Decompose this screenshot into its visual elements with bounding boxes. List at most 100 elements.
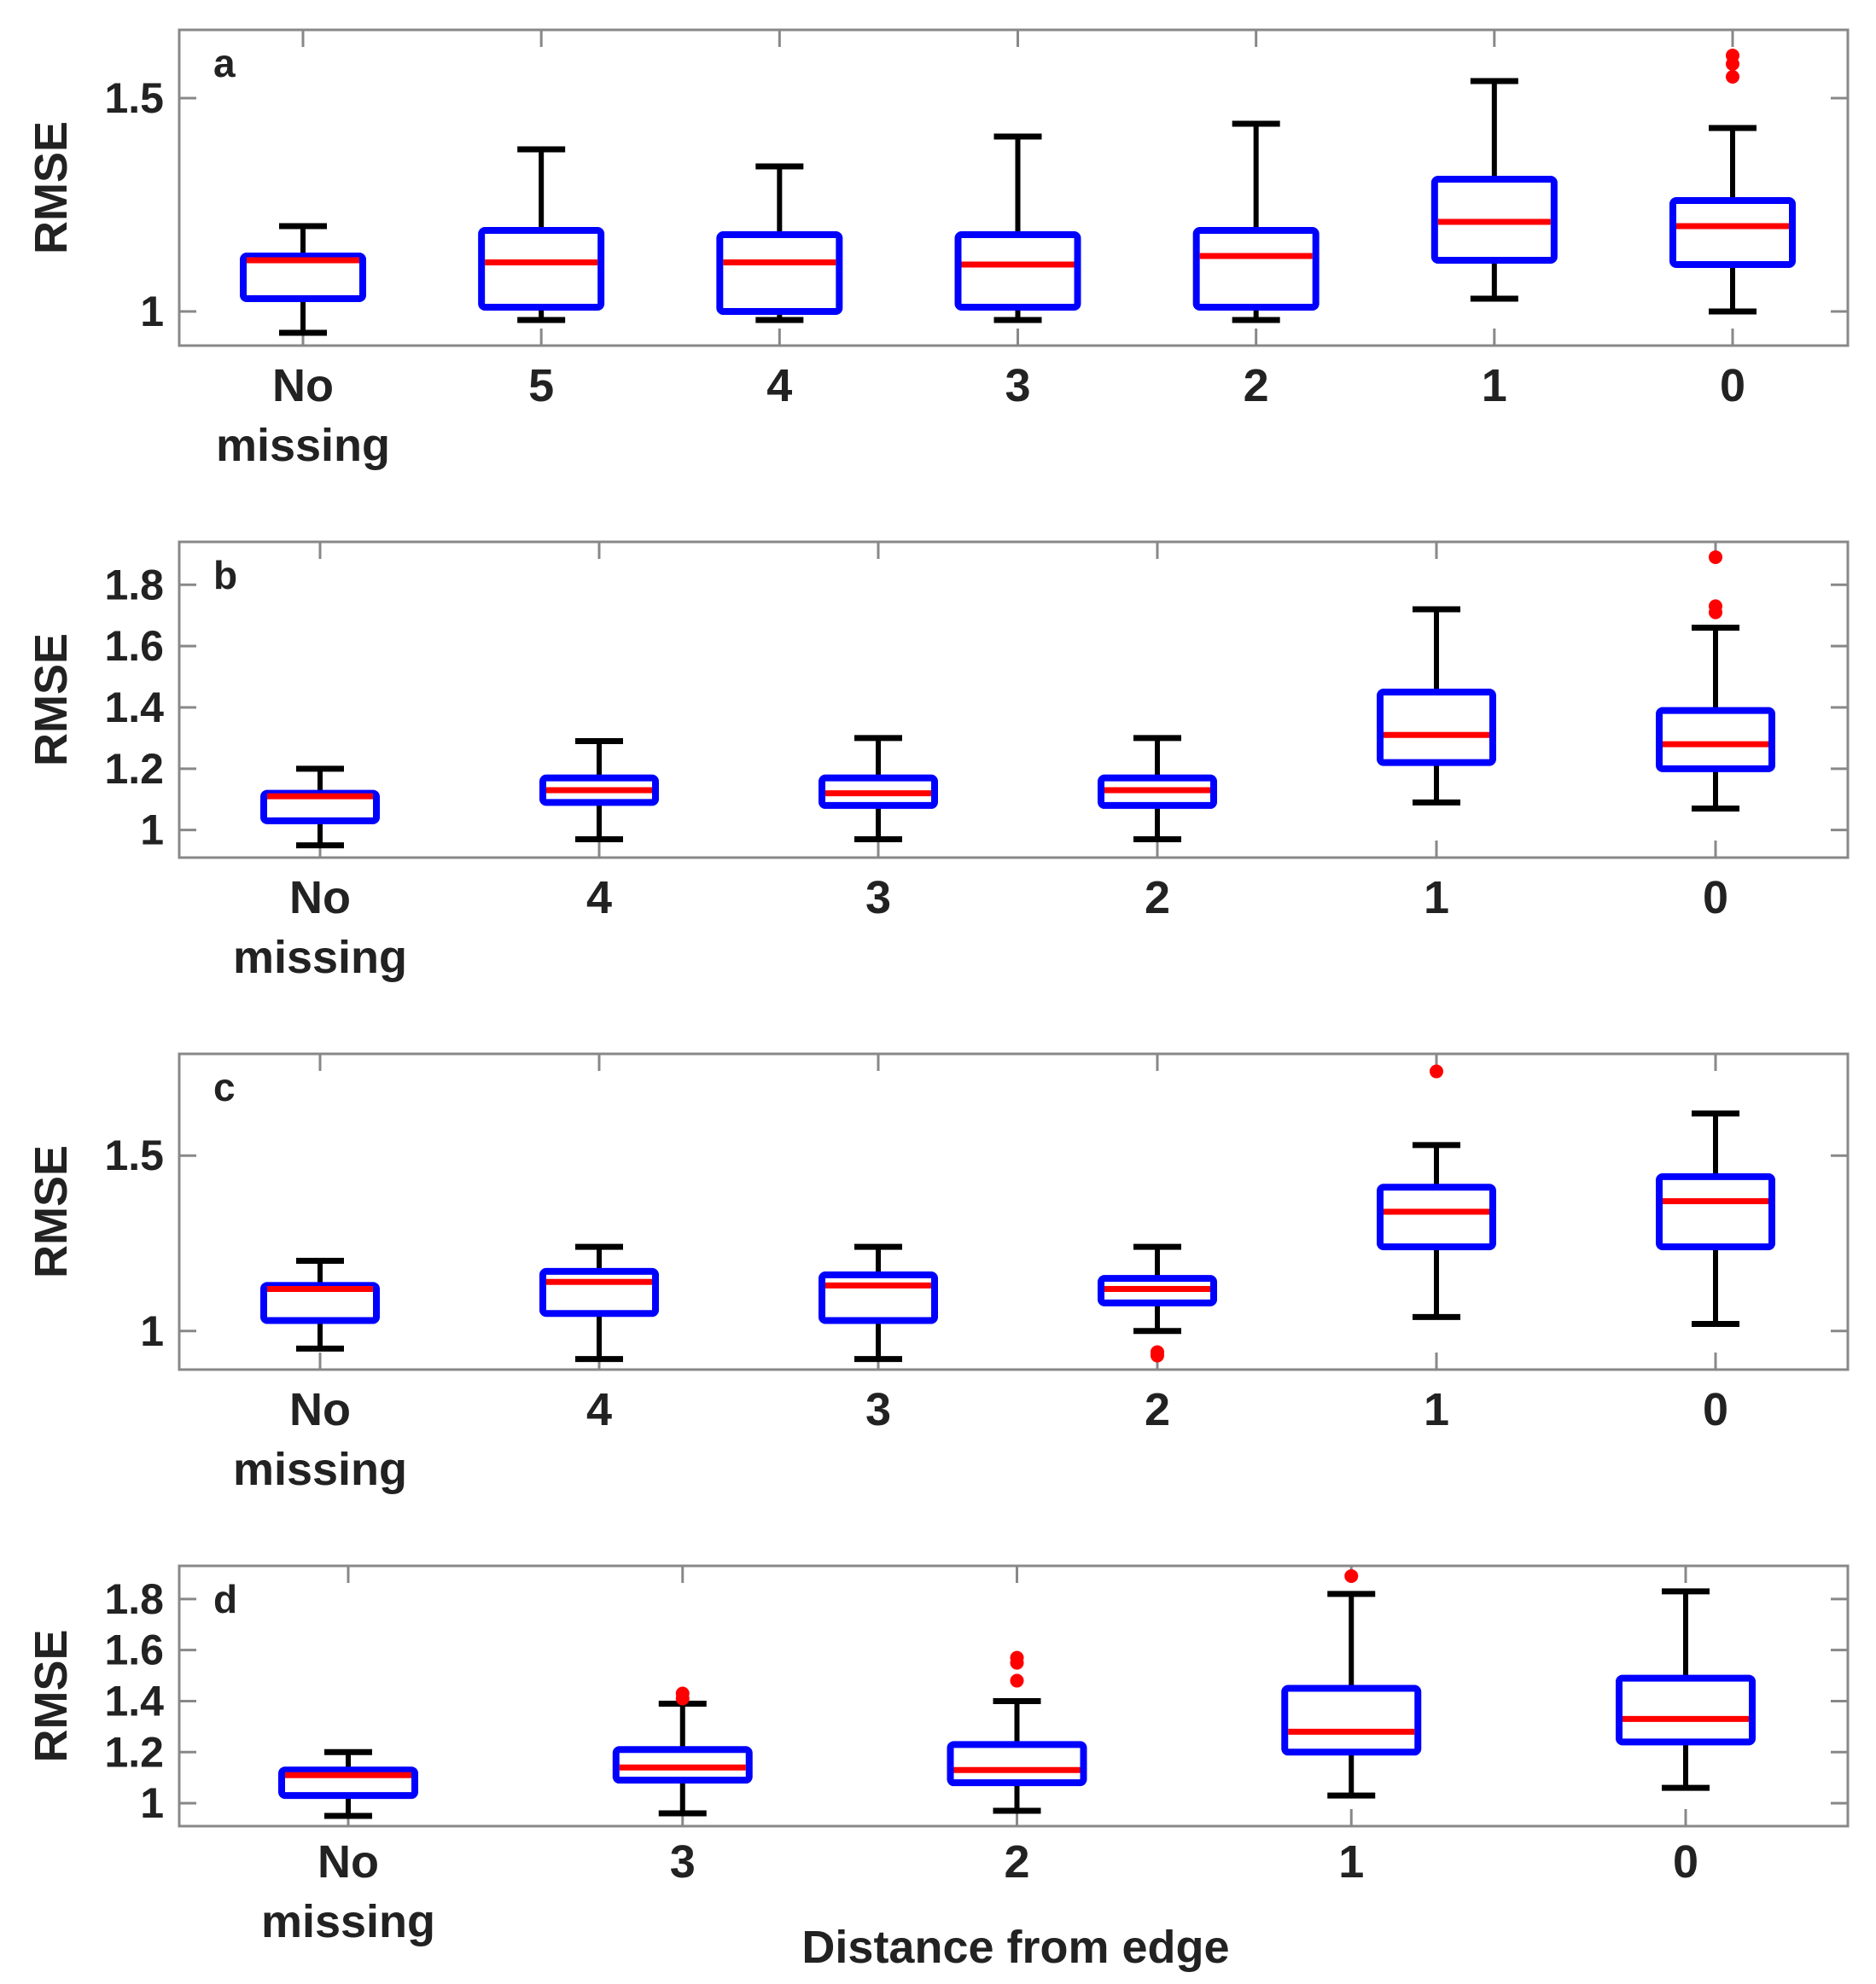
x-tick-label: 0 [1673, 1836, 1698, 1888]
y-tick-label: 1.2 [104, 745, 164, 793]
axes-frame [178, 1564, 1850, 1828]
x-tick-label: 2 [1244, 360, 1269, 411]
panel-letter: a [213, 41, 236, 85]
x-tick-label: 3 [1005, 360, 1030, 411]
outlier-point [1010, 1650, 1024, 1665]
box-6: 0 [1669, 49, 1796, 411]
outlier-point [1430, 1064, 1443, 1079]
y-tick-label: 1.8 [104, 1575, 164, 1623]
panel-a: 1 1.5 RMSE a No missing 5 4 3 2 1 0 [26, 28, 1850, 471]
x-tick-label: 3 [865, 1384, 891, 1435]
box-3: 2 [1098, 735, 1217, 923]
x-tick-label: 0 [1703, 1384, 1728, 1435]
axes-frame [178, 1052, 1850, 1371]
x-tick-label: 0 [1703, 872, 1728, 923]
outlier-point [1726, 70, 1739, 84]
outlier-point [1726, 49, 1739, 62]
x-tick-label: 2 [1004, 1836, 1029, 1888]
box-5: 0 [1656, 550, 1775, 923]
y-axis-label: RMSE [26, 121, 77, 254]
y-tick-label: 1.4 [104, 684, 164, 731]
x-axis-label: Distance from edge [801, 1922, 1229, 1973]
x-tick-label: 1 [1424, 872, 1449, 923]
box-iqr [260, 1282, 380, 1324]
box-iqr [240, 253, 366, 302]
x-tick-label: 4 [586, 1384, 612, 1435]
box-iqr [1656, 1172, 1775, 1251]
x-tick-label: No [272, 360, 334, 411]
y-tick-label: 1.6 [104, 1626, 164, 1674]
x-tick-label: No [289, 1384, 351, 1435]
panel-c: 1 1.5 RMSE c No missing 4 3 2 1 0 [26, 1052, 1850, 1495]
x-tick-label: 0 [1720, 360, 1745, 411]
box-4: 2 [1192, 120, 1320, 411]
x-tick-label: missing [233, 1444, 407, 1495]
y-tick-label: 1.6 [104, 622, 164, 670]
box-2: 3 [819, 1243, 938, 1435]
outlier-point [1010, 1673, 1024, 1688]
x-tick-label: No [289, 872, 351, 923]
x-tick-label: 1 [1424, 1384, 1449, 1435]
x-tick-label: missing [261, 1896, 435, 1947]
box-iqr [819, 1271, 938, 1324]
box-iqr [539, 1267, 659, 1318]
axes-frame [178, 28, 1850, 347]
panel-letter: c [213, 1065, 236, 1109]
box-5: 1 [1430, 78, 1558, 411]
x-tick-label: missing [233, 932, 407, 983]
box-iqr [1192, 227, 1320, 311]
x-tick-label: missing [216, 420, 390, 471]
x-tick-label: 2 [1145, 1384, 1170, 1435]
box-iqr [1669, 197, 1796, 268]
box-iqr [947, 1741, 1087, 1787]
box-iqr [1377, 689, 1496, 766]
box-2: 2 [947, 1650, 1087, 1888]
box-iqr [260, 789, 380, 824]
x-tick-label: 1 [1482, 360, 1507, 411]
box-1: 4 [539, 737, 659, 923]
outlier-point [1709, 599, 1722, 614]
box-0: No missing [233, 1258, 407, 1495]
x-tick-label: 2 [1145, 872, 1170, 923]
box-iqr [1377, 1184, 1496, 1251]
box-1: 5 [478, 146, 605, 411]
y-tick-label: 1.8 [104, 561, 164, 608]
box-iqr [716, 231, 843, 315]
y-tick-label: 1.4 [104, 1677, 164, 1725]
box-iqr [1281, 1684, 1422, 1756]
box-iqr [1616, 1674, 1756, 1746]
box-4: 1 [1377, 606, 1496, 923]
x-tick-label: 4 [586, 872, 612, 923]
x-tick-label: 4 [766, 360, 792, 411]
box-2: 3 [819, 735, 938, 923]
box-iqr [954, 231, 1081, 311]
box-0: No missing [216, 223, 390, 471]
y-tick-label: 1 [140, 806, 164, 854]
outlier-point [1151, 1345, 1164, 1359]
outlier-point [1344, 1568, 1359, 1583]
x-tick-label: 3 [865, 872, 891, 923]
x-tick-label: No [318, 1836, 379, 1888]
y-axis-label: RMSE [26, 633, 77, 766]
y-tick-label: 1 [140, 1307, 164, 1355]
outlier-point [1709, 550, 1722, 564]
y-tick-label: 1.2 [104, 1728, 164, 1776]
y-axis-label: RMSE [26, 1629, 77, 1762]
box-iqr [1656, 707, 1775, 772]
panel-letter: b [213, 553, 237, 597]
outlier-point [675, 1686, 690, 1701]
y-tick-label: 1.5 [104, 74, 164, 122]
y-axis-label: RMSE [26, 1145, 77, 1278]
box-iqr [478, 227, 605, 311]
axes-frame [178, 540, 1850, 859]
y-tick-label: 1 [140, 1779, 164, 1827]
box-3: 2 [1098, 1243, 1217, 1435]
box-4: 0 [1616, 1588, 1756, 1888]
box-0: No missing [233, 765, 407, 983]
box-1: 4 [539, 1243, 659, 1435]
box-3: 3 [954, 133, 1081, 411]
box-3: 1 [1281, 1568, 1422, 1888]
y-tick-label: 1.5 [104, 1132, 164, 1179]
